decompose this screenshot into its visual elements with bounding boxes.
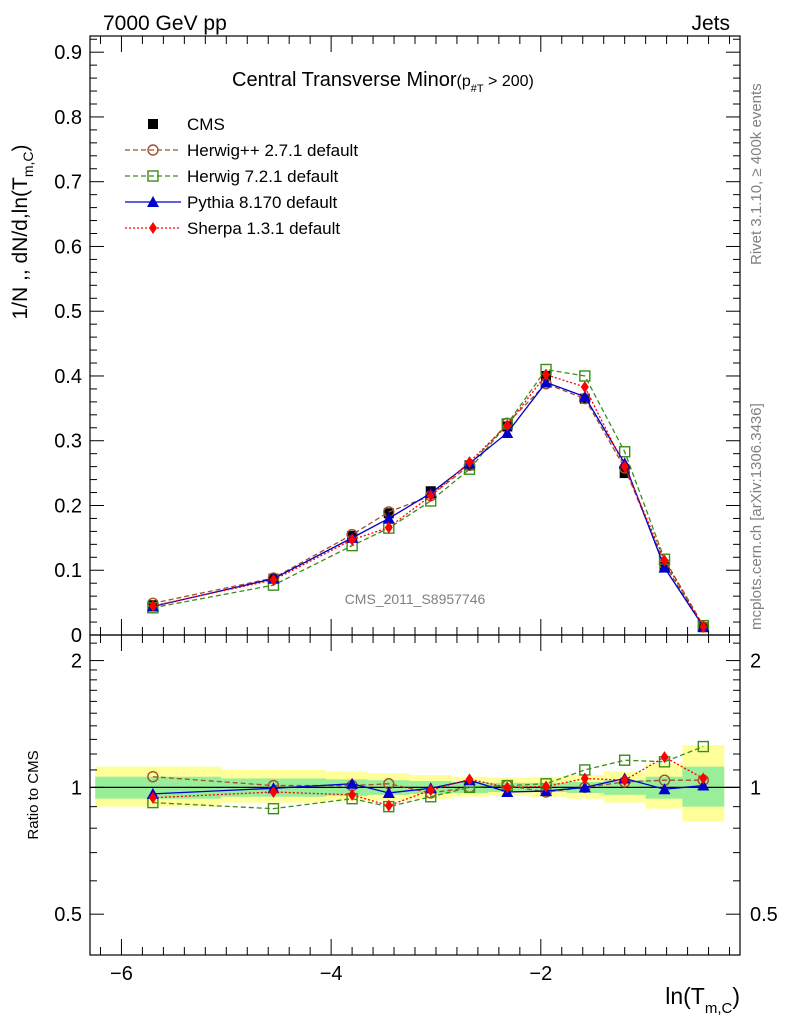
- ratio-point-herwig-7-2-1-default: [267, 802, 280, 815]
- ratio-y-tick-label-right: 2: [750, 651, 761, 673]
- ratio-y-tick-label-left: 2: [71, 651, 82, 673]
- point-pythia-8-170-default: [540, 376, 553, 388]
- point-herwig-7-2-1-default: [618, 446, 631, 458]
- ratio-point-sherpa-1-3-1-default: [580, 772, 589, 785]
- ratio-point-sherpa-1-3-1-default: [699, 772, 708, 785]
- legend: CMS Herwig++ 2.7.1 default Herwig 7.2.1 de…: [125, 115, 358, 238]
- chart-title: Central Transverse Minor(p#T > 200): [232, 69, 534, 95]
- ratio-point-sherpa-1-3-1-default: [269, 786, 278, 799]
- y-tick-label: 0.1: [54, 560, 82, 582]
- y-tick-label: 0.2: [54, 495, 82, 517]
- chart-title-sub-index: #T: [471, 83, 484, 95]
- point-sherpa-1-3-1-default: [542, 368, 551, 381]
- ratio-line-sherpa-1-3-1-default: [152, 756, 704, 807]
- legend-label-herwig-2-7-1-default: Herwig++ 2.7.1 default: [187, 141, 358, 160]
- point-herwig-7-2-1-default: [579, 370, 591, 382]
- ratio-point-sherpa-1-3-1-default: [348, 788, 357, 801]
- point-sherpa-1-3-1-default: [426, 489, 435, 502]
- chart-title-sub-prefix: (p: [457, 73, 471, 90]
- process-label: Jets: [691, 12, 730, 35]
- legend-label-sherpa-1-3-1-default: Sherpa 1.3.1 default: [187, 219, 340, 238]
- legend-label-pythia-8-170-default: Pythia 8.170 default: [187, 193, 338, 212]
- ratio-point-herwig-7-2-1-default: [618, 754, 631, 766]
- chart-title-main: Central Transverse Minor: [232, 69, 457, 91]
- ratio-point-sherpa-1-3-1-default: [426, 784, 435, 797]
- x-axis-label-sub: m,C: [705, 1000, 733, 1017]
- legend-marker-cms: [148, 119, 158, 129]
- ratio-y-tick-label-right: 0.5: [750, 904, 778, 926]
- point-pythia-8-170-default: [501, 426, 514, 438]
- y-axis-label: 1/N ,, dN/d,ln(Tm,C): [9, 144, 36, 319]
- series-line-pythia-8-170-default: [152, 381, 704, 627]
- y-tick-label: 0.4: [54, 366, 82, 388]
- ratio-line-pythia-8-170-default: [152, 777, 704, 795]
- y-tick-label: 0.3: [54, 431, 82, 453]
- point-sherpa-1-3-1-default: [620, 460, 629, 473]
- x-axis-label-main: ln(T: [665, 983, 705, 1009]
- ratio-point-sherpa-1-3-1-default: [384, 799, 393, 812]
- ratio-point-pythia-8-170-default: [697, 779, 710, 791]
- legend-marker-sherpa-1-3-1-default: [149, 222, 157, 234]
- ratio-axis-ticks: −6 −4 −2 0.5 0.5 1 1 2 2: [54, 635, 778, 985]
- legend-label-cms: CMS: [187, 115, 225, 134]
- ratio-point-sherpa-1-3-1-default: [620, 774, 629, 787]
- rivet-info: Rivet 3.1.10, ≥ 400k events: [748, 83, 765, 265]
- x-tick-label: −6: [110, 963, 133, 985]
- point-pythia-8-170-default: [578, 390, 591, 402]
- ratio-y-axis-label: Ratio to CMS: [25, 750, 42, 839]
- ratio-point-pythia-8-170-default: [578, 781, 591, 793]
- point-sherpa-1-3-1-default: [699, 620, 708, 633]
- ratio-point-herwig-2-7-1-default: [147, 771, 159, 783]
- point-sherpa-1-3-1-default: [384, 521, 393, 534]
- series-line-sherpa-1-3-1-default: [152, 373, 704, 627]
- ratio-point-sherpa-1-3-1-default: [465, 773, 474, 786]
- energy-label: 7000 GeV pp: [103, 12, 227, 35]
- analysis-watermark: CMS_2011_S8957746: [345, 591, 486, 607]
- legend-label-herwig-7-2-1-default: Herwig 7.2.1 default: [187, 167, 338, 186]
- y-tick-label: 0.9: [54, 42, 82, 64]
- ratio-point-sherpa-1-3-1-default: [503, 781, 512, 794]
- y-tick-label: 0.6: [54, 236, 82, 258]
- main-series-group: [146, 363, 710, 633]
- point-sherpa-1-3-1-default: [660, 554, 669, 567]
- series-line-herwig-7-2-1-default: [152, 368, 704, 626]
- point-sherpa-1-3-1-default: [348, 533, 357, 546]
- x-tick-label: −4: [320, 963, 343, 985]
- ratio-y-tick-label-left: 1: [71, 777, 82, 799]
- ratio-point-pythia-8-170-default: [346, 777, 359, 789]
- x-axis-label: ln(Tm,C): [665, 983, 740, 1017]
- y-axis-label-main: 1/N ,, dN/d,ln(T: [9, 177, 32, 320]
- point-pythia-8-170-default: [382, 512, 395, 524]
- y-tick-label: 0.5: [54, 301, 82, 323]
- ratio-y-tick-label-left: 0.5: [54, 904, 82, 926]
- ratio-point-herwig-7-2-1-default: [697, 740, 710, 753]
- point-sherpa-1-3-1-default: [269, 573, 278, 586]
- point-sherpa-1-3-1-default: [580, 380, 589, 393]
- x-tick-label: −2: [529, 963, 552, 985]
- ratio-y-tick-label-right: 1: [750, 777, 761, 799]
- point-sherpa-1-3-1-default: [465, 456, 474, 469]
- ratio-point-sherpa-1-3-1-default: [148, 791, 157, 804]
- legend-marker-herwig-7-2-1-default: [147, 170, 159, 182]
- ratio-point-pythia-8-170-default: [658, 783, 671, 795]
- ratio-point-sherpa-1-3-1-default: [542, 780, 551, 793]
- legend-marker-pythia-8-170-default: [147, 196, 159, 207]
- ratio-point-pythia-8-170-default: [382, 786, 395, 798]
- y-tick-label: 0.8: [54, 107, 82, 129]
- y-axis-label-close: ): [9, 144, 32, 151]
- y-tick-label: 0.7: [54, 172, 82, 194]
- main-axis-ticks: 0 0.1 0.2 0.3 0.4 0.5 0.6 0.7 0.8 0.9: [54, 36, 740, 647]
- legend-marker-herwig-2-7-1-default: [147, 144, 159, 156]
- y-tick-label: 0: [71, 625, 82, 647]
- chart-title-sub-suffix: > 200): [484, 73, 534, 90]
- ratio-series-group: [146, 740, 710, 815]
- x-axis-label-close: ): [732, 983, 740, 1009]
- mcplots-info: mcplots.cern.ch [arXiv:1306.3436]: [748, 403, 765, 630]
- point-sherpa-1-3-1-default: [148, 599, 157, 612]
- ratio-point-sherpa-1-3-1-default: [660, 751, 669, 764]
- point-pythia-8-170-default: [658, 561, 671, 573]
- y-axis-label-sub: m,C: [20, 151, 36, 177]
- point-sherpa-1-3-1-default: [503, 419, 512, 432]
